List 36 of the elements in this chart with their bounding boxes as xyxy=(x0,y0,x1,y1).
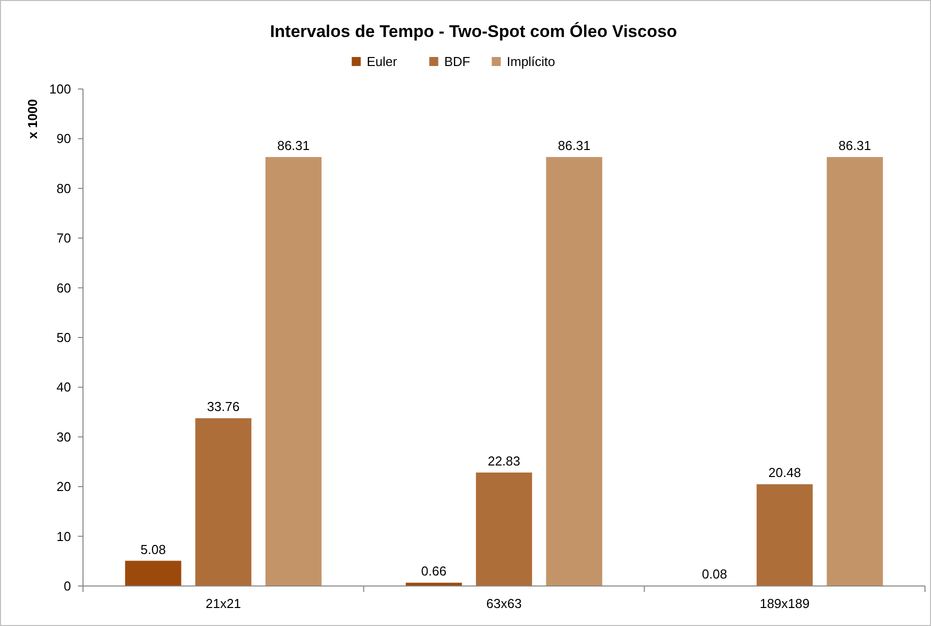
y-tick-label: 90 xyxy=(56,131,71,146)
y-tick-label: 40 xyxy=(56,380,71,395)
x-tick-label: 189x189 xyxy=(760,596,810,611)
data-label: 33.76 xyxy=(207,399,240,414)
chart-title: Intervalos de Tempo - Two-Spot com Óleo Viscoso xyxy=(270,21,678,41)
data-label: 20.48 xyxy=(768,465,801,480)
legend-label: BDF xyxy=(444,54,470,69)
x-tick-label: 63x63 xyxy=(486,596,522,611)
x-tick-label: 21x21 xyxy=(206,596,242,611)
y-tick-label: 60 xyxy=(56,280,71,296)
bar xyxy=(406,582,462,586)
bar xyxy=(546,157,602,586)
y-tick-label: 50 xyxy=(56,330,71,345)
legend-label: Euler xyxy=(366,54,398,69)
data-label: 0.08 xyxy=(702,566,728,582)
bar xyxy=(756,484,813,586)
y-tick-label: 0 xyxy=(64,578,71,594)
y-axis-title: x 1000 xyxy=(25,99,40,139)
y-tick-label: 20 xyxy=(56,479,71,494)
data-label: 86.31 xyxy=(838,138,872,154)
data-label: 86.31 xyxy=(277,138,310,154)
data-label: 0.66 xyxy=(421,564,446,579)
y-tick-label: 80 xyxy=(56,180,71,196)
bar xyxy=(476,472,532,586)
y-tick-label: 100 xyxy=(49,82,71,96)
bar xyxy=(265,157,322,586)
data-label: 86.31 xyxy=(558,138,590,154)
bar xyxy=(195,418,252,586)
data-label: 22.83 xyxy=(488,454,520,469)
y-tick-label: 30 xyxy=(56,429,71,444)
y-tick-label: 10 xyxy=(56,528,71,544)
bar xyxy=(826,157,883,586)
y-tick-label: 70 xyxy=(56,230,71,246)
legend-label: Implícito xyxy=(506,54,556,69)
bar xyxy=(125,560,182,586)
data-label: 5.08 xyxy=(140,542,166,557)
